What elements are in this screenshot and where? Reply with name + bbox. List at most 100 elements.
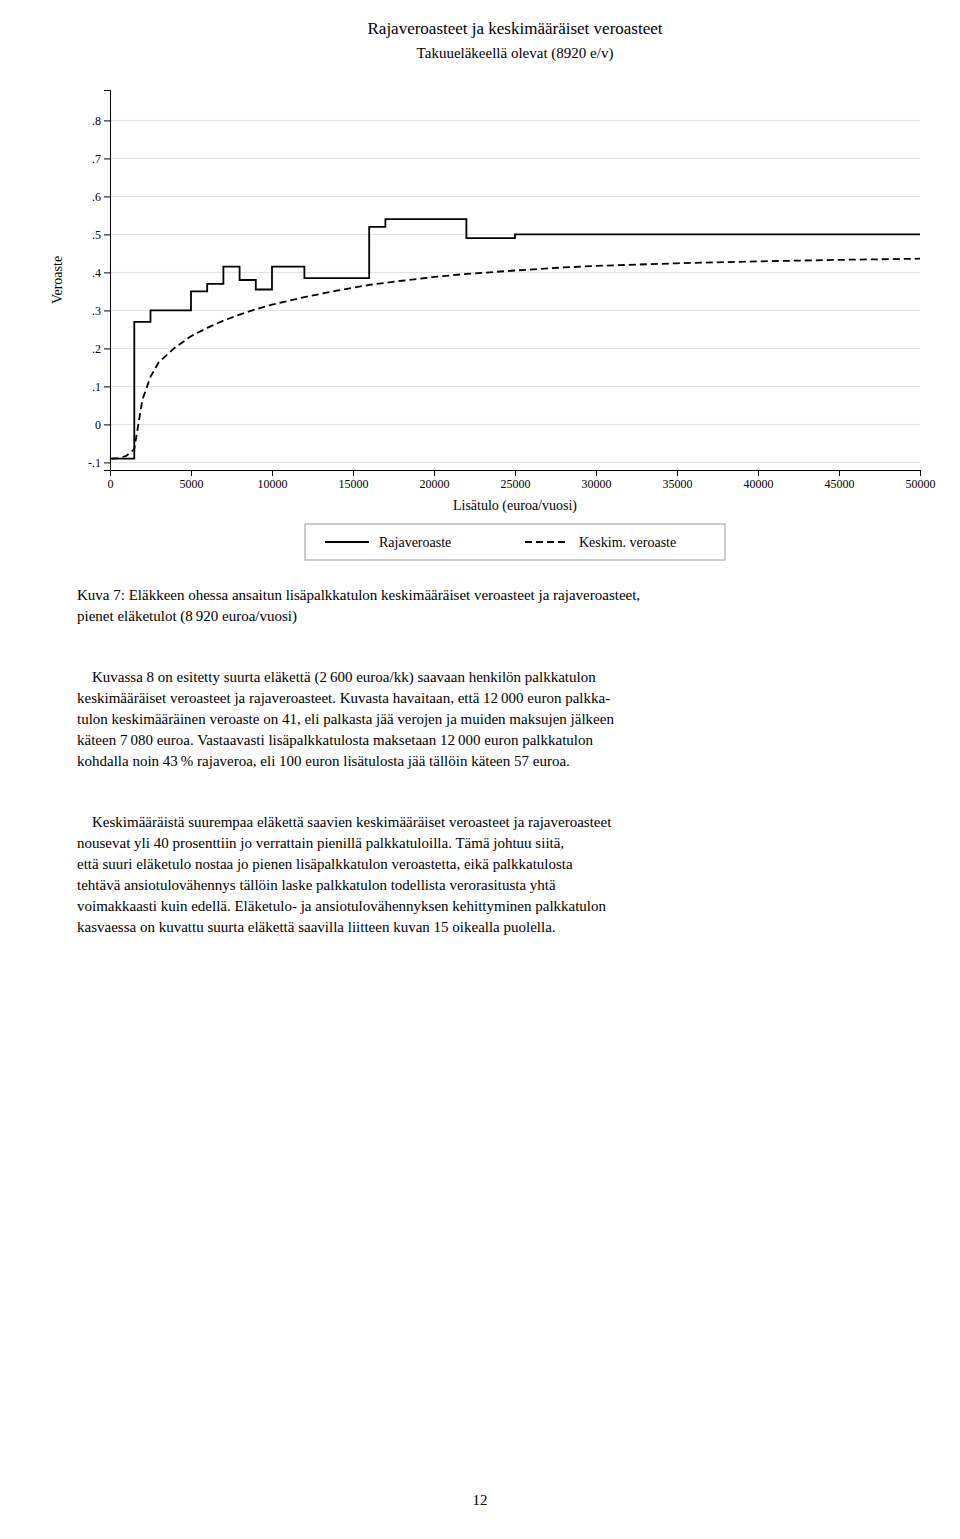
- tick-label: .2: [92, 342, 101, 356]
- tick-mark: [104, 120, 110, 121]
- legend-box: [305, 524, 725, 560]
- grid-line: [110, 196, 920, 197]
- tick-mark: [839, 470, 840, 476]
- annotation-line: kasvaessa on kuvattu suurta eläkettä saa…: [77, 919, 556, 935]
- annotation: Kuva 7: Eläkkeen ohessa ansaitun lisäpal…: [77, 587, 640, 625]
- annotation-line: että suuri eläketulo nostaa jo pienen li…: [77, 856, 573, 872]
- tick-mark: [596, 470, 597, 476]
- tick-mark: [515, 470, 516, 476]
- grid-line: [110, 310, 920, 311]
- tick-mark: [920, 470, 921, 476]
- tick-label: 25000: [501, 477, 531, 491]
- legend-label: Keskim. veroaste: [579, 535, 676, 550]
- tick-label: -.1: [88, 456, 101, 470]
- tick-mark: [104, 424, 110, 425]
- annotation-line: kohdalla noin 43 % rajaveroa, eli 100 eu…: [77, 753, 570, 769]
- tick-label: .8: [92, 114, 101, 128]
- legend-swatch: [325, 541, 369, 543]
- tick-mark: [104, 272, 110, 273]
- tick-mark: [272, 470, 273, 476]
- tick-label: .6: [92, 190, 101, 204]
- tick-mark: [677, 470, 678, 476]
- tick: .6: [92, 190, 110, 204]
- tick: 30000: [582, 470, 612, 491]
- tick-label: 50000: [906, 477, 936, 491]
- tick-label: 45000: [825, 477, 855, 491]
- tick: 10000: [258, 470, 288, 491]
- tick: .3: [92, 304, 110, 318]
- grid-line: [110, 386, 920, 387]
- grid-line: [110, 424, 920, 425]
- tick: 50000: [906, 470, 936, 491]
- tick: .1: [92, 380, 110, 394]
- tick: 15000: [339, 470, 369, 491]
- series-line: [110, 219, 920, 458]
- legend: Rajaveroaste Keskim. veroaste: [305, 524, 725, 560]
- grid-line: [110, 462, 920, 463]
- tick-mark: [104, 234, 110, 235]
- tick: 0: [95, 418, 110, 432]
- tick: 45000: [825, 470, 855, 491]
- axis-line: [111, 471, 921, 477]
- tick-mark: [353, 470, 354, 476]
- legend-swatch: [525, 541, 569, 543]
- tick-mark: [191, 470, 192, 476]
- grid-line: [110, 158, 920, 159]
- page-number: 12: [473, 1492, 488, 1508]
- annotation-line: Kuvassa 8 on esitetty suurta eläkettä (2…: [77, 669, 596, 686]
- tick: .4: [92, 266, 110, 280]
- grid: [110, 120, 920, 462]
- tick-label: 5000: [180, 477, 204, 491]
- tick-label: .1: [92, 380, 101, 394]
- annotation-line: nousevat yli 40 prosenttiin jo verrattai…: [77, 835, 564, 851]
- page: Rajaveroasteet ja keskimääräiset veroast…: [0, 0, 960, 1539]
- tick-mark: [104, 462, 110, 463]
- title: Rajaveroasteet ja keskimääräiset veroast…: [368, 19, 663, 38]
- annotation-line: tehtävä ansiotulovähennys tällöin laske …: [77, 877, 556, 893]
- tick: 35000: [663, 470, 693, 491]
- tick: 0: [108, 470, 114, 491]
- tick-mark: [758, 470, 759, 476]
- tick-mark: [434, 470, 435, 476]
- x-axis: 0 5000 10000 15000 20000 25000 30000 35000 40000…: [108, 470, 936, 491]
- tick: .8: [92, 114, 110, 128]
- annotation-line: pienet eläketulot (8 920 euroa/vuosi): [77, 608, 297, 625]
- tick-mark: [104, 386, 110, 387]
- axis-line: [104, 91, 111, 471]
- tick-mark: [104, 196, 110, 197]
- y-axis-title: Veroaste: [50, 256, 65, 304]
- x-axis-title: Lisätulo (euroa/vuosi): [453, 498, 577, 514]
- tick-label: 20000: [420, 477, 450, 491]
- tick-mark: [104, 348, 110, 349]
- annotation-line: Kuva 7: Eläkkeen ohessa ansaitun lisäpal…: [77, 587, 640, 603]
- tick: 20000: [420, 470, 450, 491]
- tick-label: 0: [95, 418, 101, 432]
- tick-label: 15000: [339, 477, 369, 491]
- series-line: [112, 259, 920, 459]
- grid-line: [110, 120, 920, 121]
- tick: .5: [92, 228, 110, 242]
- annotation-line: käteen 7 080 euroa. Vastaavasti lisäpalk…: [77, 732, 593, 748]
- tick: 40000: [744, 470, 774, 491]
- tick-label: 40000: [744, 477, 774, 491]
- annotation-line: voimakkaasti kuin edellä. Eläketulo- ja …: [77, 898, 607, 914]
- annotation: Keskimääräistä suurempaa eläkettä saavie…: [77, 814, 612, 935]
- y-axis: -.1 0 .1 .2 .3 .4 .5 .6 .7 .8: [88, 91, 111, 471]
- tick-label: 30000: [582, 477, 612, 491]
- tick-label: .4: [92, 266, 101, 280]
- tick: 5000: [180, 470, 204, 491]
- legend-label: Rajaveroaste: [379, 535, 451, 550]
- tick-mark: [104, 158, 110, 159]
- tick-label: 35000: [663, 477, 693, 491]
- tick-label: .5: [92, 228, 101, 242]
- grid-line: [110, 272, 920, 273]
- annotation-line: Keskimääräistä suurempaa eläkettä saavie…: [77, 814, 612, 830]
- tick-label: 10000: [258, 477, 288, 491]
- subtitle: Takuueläkeellä olevat (8920 e/v): [417, 45, 614, 62]
- annotation: Kuvassa 8 on esitetty suurta eläkettä (2…: [77, 669, 614, 769]
- tick-label: .7: [92, 152, 101, 166]
- tick-label: .3: [92, 304, 101, 318]
- annotation-line: keskimääräiset veroasteet ja rajaveroast…: [77, 690, 610, 706]
- tick: .2: [92, 342, 110, 356]
- tick-label: 0: [108, 477, 114, 491]
